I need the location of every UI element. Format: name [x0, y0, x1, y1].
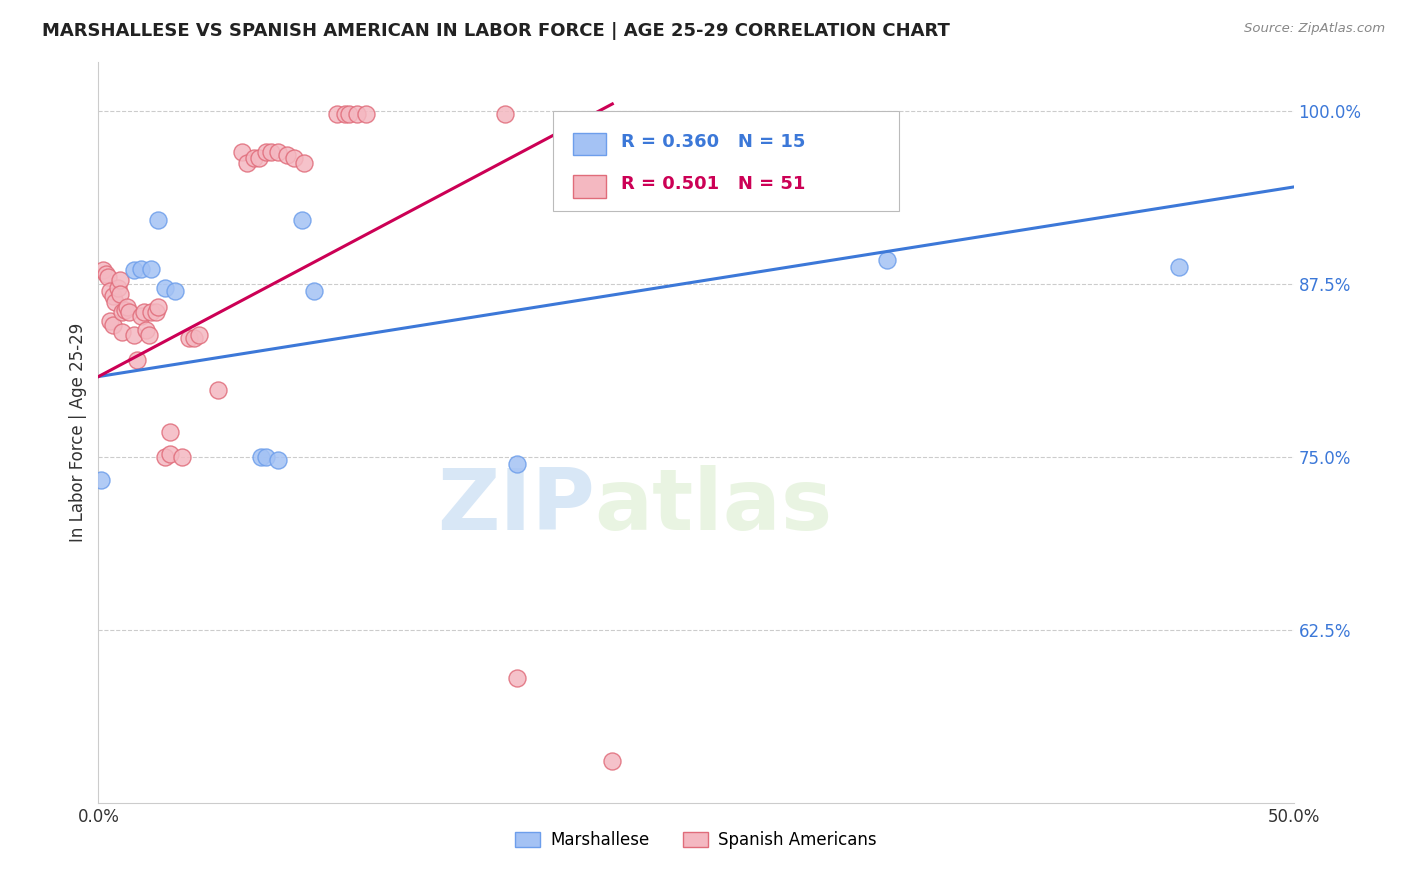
Point: [155, 450, 177, 464]
Bar: [572, 176, 606, 197]
Point: [132, 304, 155, 318]
Point: [118, 304, 141, 318]
Point: [107, 281, 129, 295]
Text: MARSHALLESE VS SPANISH AMERICAN IN LABOR FORCE | AGE 25-29 CORRELATION CHART: MARSHALLESE VS SPANISH AMERICAN IN LABOR…: [42, 22, 950, 40]
Point: [124, 328, 146, 343]
Point: [247, 151, 270, 165]
Point: [602, 754, 624, 768]
Point: [108, 286, 131, 301]
Text: R = 0.360   N = 15: R = 0.360 N = 15: [620, 133, 806, 151]
Point: [91, 263, 114, 277]
Point: [104, 294, 127, 309]
Point: [98, 284, 122, 298]
Point: [506, 671, 529, 685]
Y-axis label: In Labor Force | Age 25-29: In Labor Force | Age 25-29: [69, 323, 87, 542]
Point: [243, 151, 266, 165]
Legend: Marshallese, Spanish Americans: Marshallese, Spanish Americans: [508, 822, 884, 857]
Point: [207, 384, 229, 398]
Point: [159, 425, 181, 439]
Text: atlas: atlas: [595, 465, 832, 549]
Point: [259, 145, 281, 160]
Point: [115, 301, 138, 315]
Point: [97, 269, 120, 284]
Point: [148, 213, 170, 227]
Point: [111, 326, 134, 340]
Point: [98, 314, 122, 328]
Point: [276, 148, 298, 162]
FancyBboxPatch shape: [553, 111, 900, 211]
Point: [254, 450, 277, 464]
Point: [172, 450, 194, 464]
Point: [506, 457, 529, 471]
Point: [101, 289, 124, 303]
Point: [1167, 260, 1189, 275]
Point: [139, 261, 162, 276]
Point: [292, 156, 315, 170]
Point: [159, 447, 181, 461]
Text: ZIP: ZIP: [437, 465, 595, 549]
Point: [108, 273, 131, 287]
Point: [291, 213, 314, 227]
Point: [231, 145, 253, 160]
Point: [187, 328, 209, 343]
Point: [354, 106, 377, 120]
Point: [267, 452, 290, 467]
Point: [235, 156, 257, 170]
Point: [135, 322, 157, 336]
Point: [302, 284, 325, 298]
Point: [111, 304, 134, 318]
Point: [179, 331, 201, 345]
Point: [131, 261, 153, 276]
Point: [250, 450, 273, 464]
Point: [131, 309, 153, 323]
Point: [90, 474, 112, 488]
Point: [124, 263, 146, 277]
Point: [876, 253, 898, 268]
Point: [114, 303, 136, 318]
Text: Source: ZipAtlas.com: Source: ZipAtlas.com: [1244, 22, 1385, 36]
Point: [94, 267, 117, 281]
Point: [267, 145, 290, 160]
Point: [326, 106, 349, 120]
Point: [339, 106, 361, 120]
Point: [139, 304, 162, 318]
Point: [148, 301, 170, 315]
Point: [346, 106, 368, 120]
Point: [163, 284, 186, 298]
Point: [155, 281, 177, 295]
Point: [494, 106, 516, 120]
Text: R = 0.501   N = 51: R = 0.501 N = 51: [620, 175, 806, 194]
Point: [138, 328, 160, 343]
Bar: [572, 133, 606, 155]
Point: [183, 331, 205, 345]
Point: [101, 318, 124, 333]
Point: [333, 106, 356, 120]
Point: [145, 304, 167, 318]
Point: [283, 151, 305, 165]
Point: [254, 145, 277, 160]
Point: [125, 353, 148, 368]
